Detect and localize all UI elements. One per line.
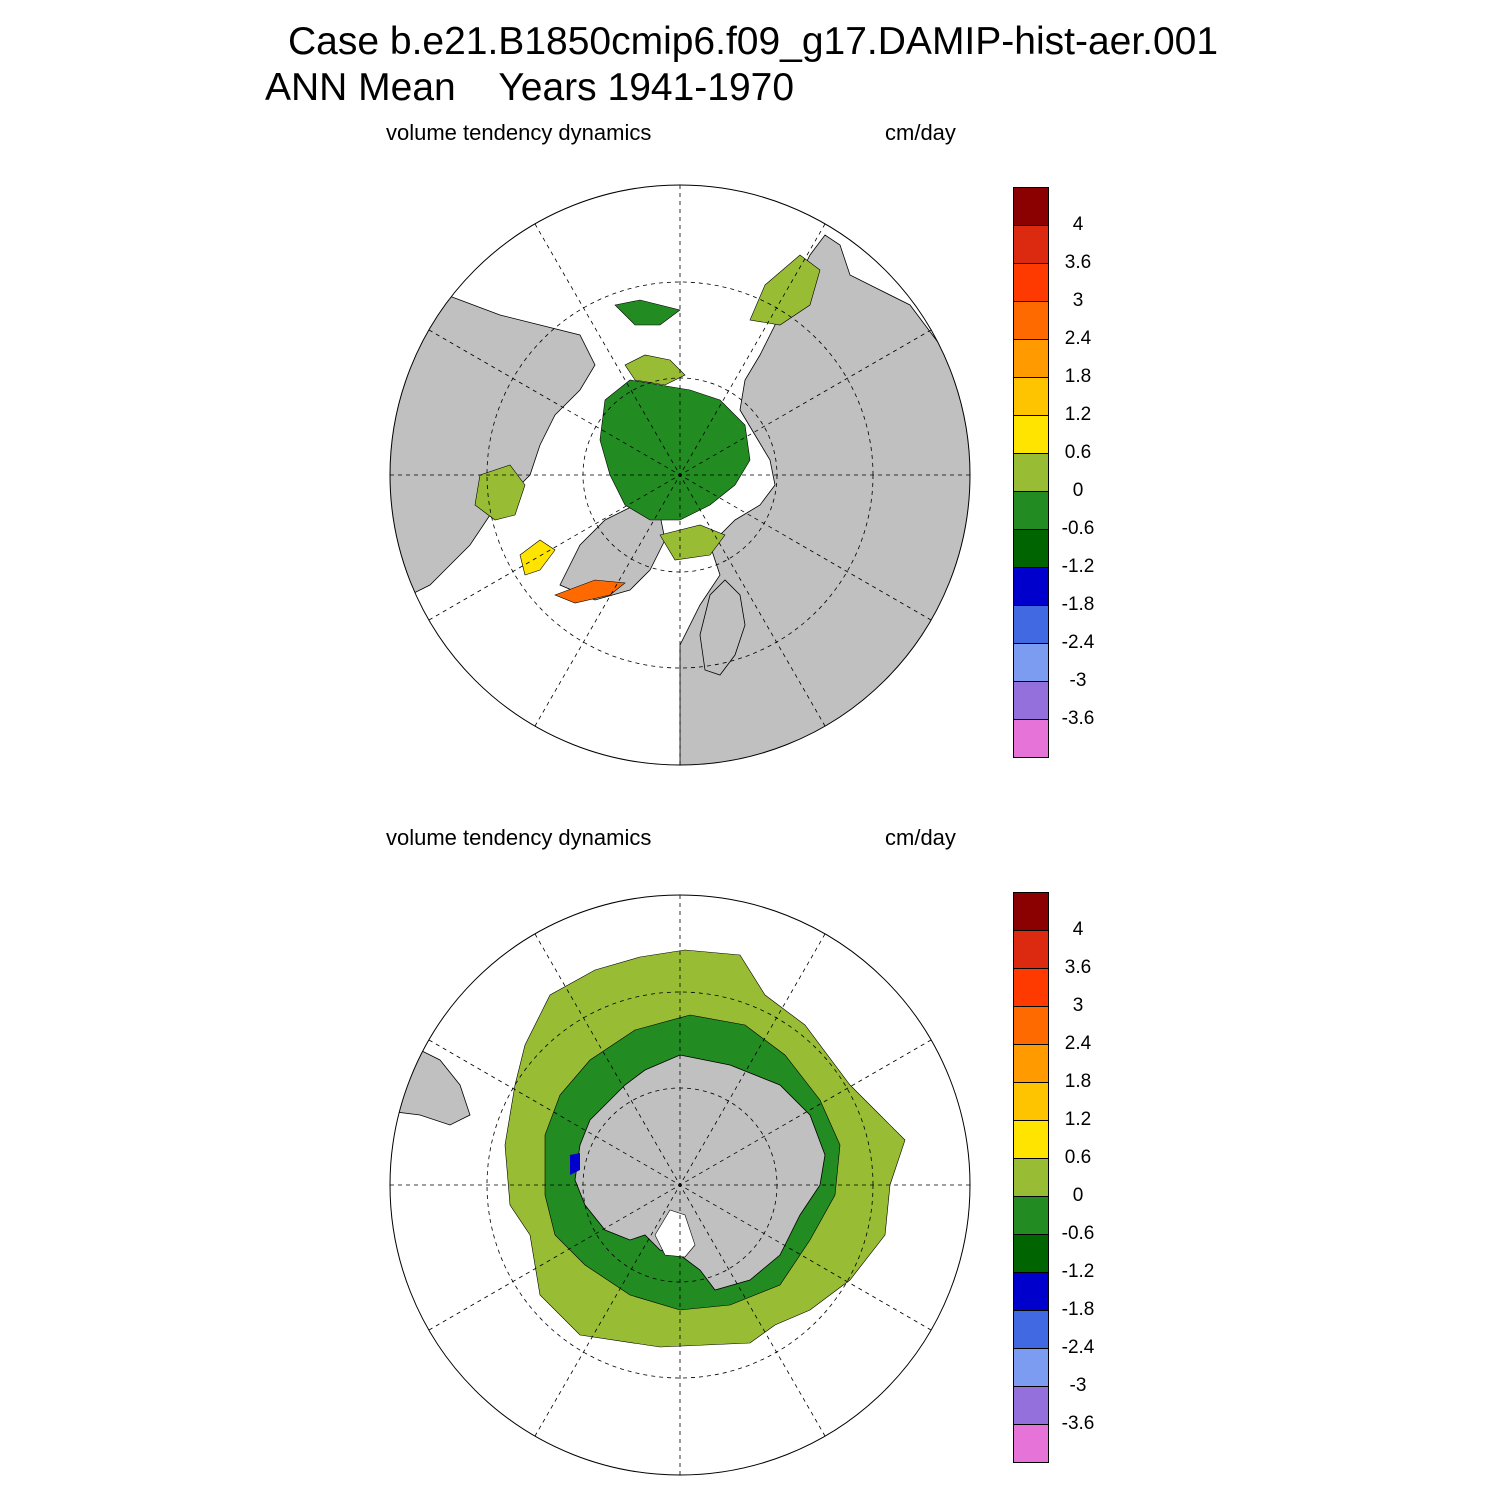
colorbar-swatch: [1013, 930, 1049, 968]
north-land-america: [390, 284, 596, 606]
north-variable-label: volume tendency dynamics: [386, 120, 652, 145]
colorbar-swatch: [1013, 968, 1049, 1006]
south-variable-label: volume tendency dynamics: [386, 825, 652, 850]
colorbar-swatch: [1013, 263, 1049, 301]
colorbar-swatch: [1013, 225, 1049, 263]
colorbar-tick-label: 1.2: [1064, 1109, 1092, 1130]
colorbar-tick-label: 4: [1072, 919, 1084, 940]
north-land-greenland: [559, 504, 666, 601]
south-units-label: cm/day: [885, 825, 956, 850]
colorbar-tick-label: 1.8: [1064, 1071, 1092, 1092]
colorbar-tick-label: 1.8: [1064, 366, 1092, 387]
north-units-label: cm/day: [885, 120, 956, 145]
case-title: Case b.e21.B1850cmip6.f09_g17.DAMIP-hist…: [288, 20, 1219, 63]
north-colorbar: [1013, 187, 1049, 758]
colorbar-swatch: [1013, 605, 1049, 643]
colorbar-tick-label: 0: [1072, 1185, 1084, 1206]
colorbar-tick-label: 0.6: [1064, 442, 1092, 463]
colorbar-swatch: [1013, 1386, 1049, 1424]
colorbar-tick-label: 2.4: [1064, 1033, 1092, 1054]
north-land-scandinavia: [699, 579, 746, 676]
colorbar-tick-label: -1.2: [1061, 556, 1095, 577]
colorbar-tick-label: 3: [1072, 995, 1084, 1016]
colorbar-tick-label: -2.4: [1061, 1337, 1095, 1358]
colorbar-swatch: [1013, 1158, 1049, 1196]
colorbar-swatch: [1013, 339, 1049, 377]
north-ice-margin: [624, 354, 686, 386]
south-ice-coastal-blue: [570, 1153, 580, 1175]
north-ice-central: [599, 379, 751, 521]
colorbar-swatch: [1013, 491, 1049, 529]
colorbar-tick-label: -1.2: [1061, 1261, 1095, 1282]
colorbar-swatch: [1013, 1272, 1049, 1310]
colorbar-tick-label: -3: [1069, 670, 1087, 691]
colorbar-tick-label: 3.6: [1064, 957, 1092, 978]
north-ice-hudson: [474, 464, 526, 521]
colorbar-tick-label: 3.6: [1064, 252, 1092, 273]
north-map-boundary: [389, 184, 971, 766]
colorbar-swatch: [1013, 187, 1049, 225]
north-ice-barents: [659, 524, 726, 561]
colorbar-tick-label: -0.6: [1061, 518, 1095, 539]
colorbar-swatch: [1013, 415, 1049, 453]
colorbar-swatch: [1013, 1006, 1049, 1044]
colorbar-tick-label: -1.8: [1061, 1299, 1095, 1320]
north-ice-okhotsk: [749, 254, 821, 326]
colorbar-tick-label: 0.6: [1064, 1147, 1092, 1168]
colorbar-tick-label: 4: [1072, 214, 1084, 235]
south-map-boundary: [389, 894, 971, 1476]
colorbar-swatch: [1013, 377, 1049, 415]
south-ice-ross-shelf: [654, 1209, 696, 1258]
colorbar-tick-label: -3.6: [1061, 1413, 1095, 1434]
colorbar-tick-label: 3: [1072, 290, 1084, 311]
colorbar-swatch: [1013, 1348, 1049, 1386]
colorbar-swatch: [1013, 681, 1049, 719]
colorbar-swatch: [1013, 1082, 1049, 1120]
colorbar-swatch: [1013, 1196, 1049, 1234]
colorbar-tick-label: -3.6: [1061, 708, 1095, 729]
north-ice-labrador: [519, 539, 556, 576]
colorbar-swatch: [1013, 1424, 1049, 1463]
north-ice-greenland-sea: [554, 579, 626, 604]
south-colorbar: [1013, 892, 1049, 1463]
colorbar-swatch: [1013, 719, 1049, 758]
north-polar-map: [389, 184, 971, 766]
period-title: ANN Mean Years 1941-1970: [265, 66, 795, 109]
colorbar-tick-label: -3: [1069, 1375, 1087, 1396]
colorbar-swatch: [1013, 1310, 1049, 1348]
south-polar-map: [389, 894, 971, 1476]
colorbar-tick-label: 1.2: [1064, 404, 1092, 425]
colorbar-swatch: [1013, 1120, 1049, 1158]
north-ice-bering: [614, 299, 681, 326]
colorbar-swatch: [1013, 453, 1049, 491]
colorbar-swatch: [1013, 892, 1049, 930]
colorbar-swatch: [1013, 1044, 1049, 1082]
colorbar-tick-label: 2.4: [1064, 328, 1092, 349]
colorbar-swatch: [1013, 301, 1049, 339]
colorbar-swatch: [1013, 567, 1049, 605]
colorbar-tick-label: 0: [1072, 480, 1084, 501]
colorbar-tick-label: -0.6: [1061, 1223, 1095, 1244]
colorbar-tick-label: -1.8: [1061, 594, 1095, 615]
colorbar-tick-label: -2.4: [1061, 632, 1095, 653]
colorbar-swatch: [1013, 529, 1049, 567]
colorbar-swatch: [1013, 1234, 1049, 1272]
colorbar-swatch: [1013, 643, 1049, 681]
